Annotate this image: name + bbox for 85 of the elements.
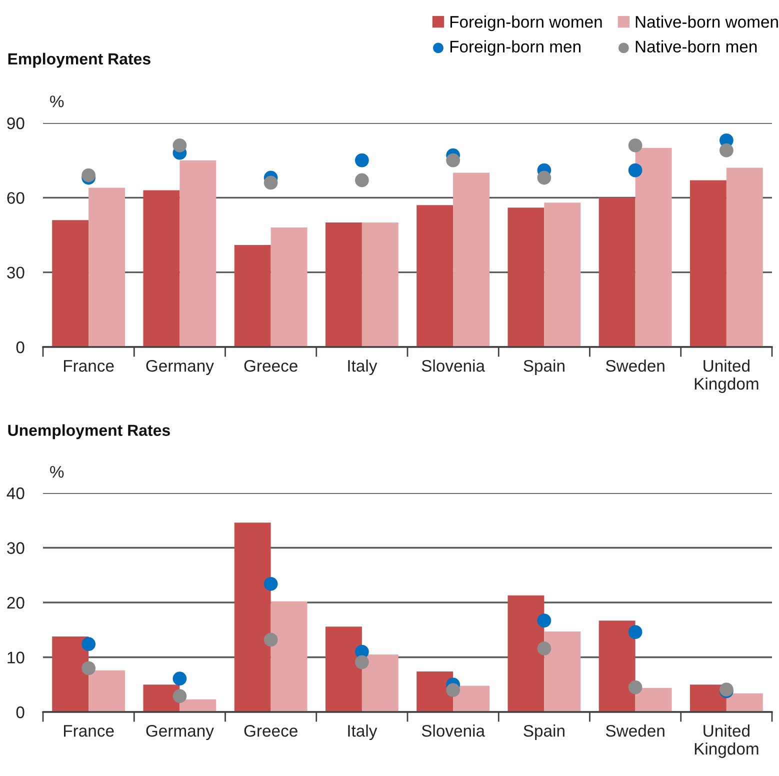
bar	[234, 522, 271, 712]
point	[537, 170, 552, 185]
legend-label: Native-born women	[636, 16, 778, 28]
x-tick-label: Slovenia	[422, 724, 486, 737]
bar	[270, 601, 308, 712]
bar	[544, 632, 581, 712]
x-tick-label: Germany	[146, 360, 214, 376]
x-tick-label: Sweden	[606, 724, 664, 737]
bar	[690, 180, 726, 347]
bar	[52, 220, 89, 347]
point	[446, 683, 460, 698]
point	[446, 153, 460, 168]
point	[537, 642, 552, 656]
bar	[635, 688, 672, 712]
x-tick-label: Slovenia	[422, 360, 486, 372]
x-tick-label: France	[64, 360, 114, 372]
y-tick-label: 40	[6, 487, 24, 500]
x-tick-label: Greece	[244, 360, 298, 372]
legend-label: Native-born men	[636, 40, 757, 53]
point	[172, 138, 187, 152]
y-tick-label: 30	[7, 266, 24, 279]
bar	[234, 244, 271, 347]
bar	[416, 671, 454, 712]
point	[354, 153, 369, 168]
y-tick-label: 20	[7, 596, 24, 609]
bar	[453, 172, 490, 347]
x-tick-label: United Kingdom	[694, 360, 758, 393]
bar	[362, 222, 398, 347]
point	[628, 625, 642, 640]
bar	[88, 188, 126, 347]
bar	[598, 620, 636, 712]
y-tick-label: 10	[8, 652, 24, 664]
point	[628, 138, 642, 152]
point	[264, 176, 278, 190]
bar	[325, 626, 362, 712]
point	[719, 143, 734, 158]
y-tick-label: 90	[7, 117, 24, 130]
bar	[544, 202, 581, 347]
y-tick-label: 0	[16, 341, 24, 354]
x-tick-label: Italy	[348, 360, 378, 376]
point	[628, 680, 642, 694]
bar	[508, 208, 544, 347]
chart-title: Employment Rates	[8, 52, 150, 68]
bar	[325, 222, 362, 347]
point	[82, 168, 96, 182]
legend-label: Foreign-born women	[450, 16, 602, 32]
x-tick-label: Spain	[524, 724, 564, 740]
point	[82, 637, 96, 652]
legend-label: Foreign-born men	[450, 40, 580, 56]
bar	[143, 684, 180, 712]
x-tick-label: Spain	[524, 360, 564, 376]
bar	[726, 168, 763, 347]
y-tick-label: 60	[7, 192, 24, 204]
bar	[270, 228, 308, 347]
y-axis-title: %	[50, 96, 64, 108]
point	[354, 655, 369, 670]
point	[172, 689, 187, 704]
x-tick-label: Germany	[146, 724, 214, 740]
y-axis-title: %	[50, 466, 64, 478]
bar	[88, 670, 126, 712]
point	[537, 614, 552, 628]
x-tick-label: United Kingdom	[694, 724, 758, 758]
bar	[362, 654, 398, 712]
x-tick-label: Sweden	[606, 360, 664, 372]
bar	[143, 190, 180, 347]
x-tick-label: Greece	[244, 724, 298, 737]
bar	[508, 595, 544, 712]
point	[628, 163, 642, 178]
bar	[180, 160, 216, 347]
y-tick-label: 0	[16, 706, 24, 718]
x-tick-label: Italy	[348, 724, 378, 740]
y-tick-label: 30	[7, 542, 24, 554]
chart-title: Unemployment Rates	[8, 424, 170, 440]
bar	[52, 636, 89, 712]
point	[264, 632, 278, 647]
bar	[598, 198, 636, 347]
bar	[453, 686, 490, 712]
bar	[726, 693, 763, 712]
point	[172, 672, 187, 686]
point	[264, 576, 278, 591]
point	[82, 661, 96, 676]
bar	[416, 205, 454, 347]
point	[354, 173, 369, 188]
bar	[635, 148, 672, 347]
x-tick-label: France	[64, 725, 114, 737]
